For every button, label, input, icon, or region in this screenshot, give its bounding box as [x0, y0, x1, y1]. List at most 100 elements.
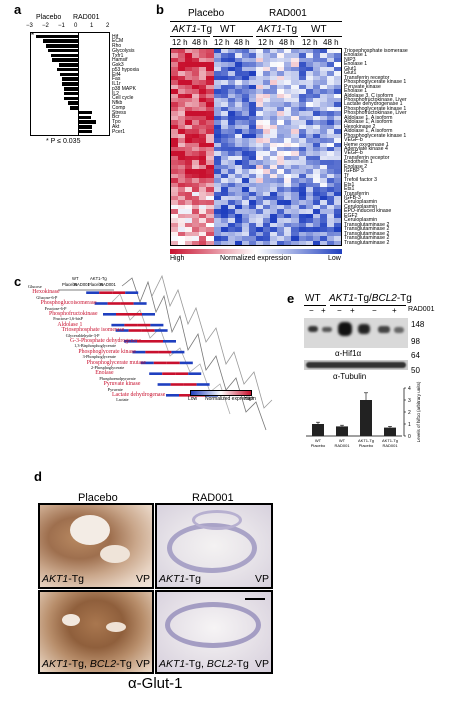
panel-c-strip-segment	[162, 372, 176, 375]
heatmap-cell	[248, 129, 257, 134]
heatmap-cell	[171, 240, 179, 245]
heatmap-cell	[185, 200, 193, 206]
heatmap-cell	[199, 231, 207, 237]
heatmap-cell	[178, 75, 186, 81]
heatmap-cell	[227, 147, 236, 152]
heatmap-cell	[213, 155, 221, 161]
heatmap-cell	[178, 187, 186, 192]
heatmap-cell	[284, 213, 292, 219]
heatmap-cell	[263, 187, 271, 192]
heatmap-cell	[277, 120, 285, 126]
heatmap-cell	[277, 169, 285, 175]
heatmap-cell	[298, 160, 306, 166]
heatmap-cell	[220, 187, 228, 192]
heatmap-cell	[241, 115, 250, 121]
heatmap-cell	[284, 115, 292, 121]
heatmap-cell	[178, 124, 186, 130]
heatmap-cell	[284, 133, 292, 139]
heatmap-cell	[199, 218, 207, 224]
panel-a-bar	[70, 106, 78, 110]
heatmap-cell	[305, 218, 313, 224]
panel-a-category-label: ECM	[112, 38, 124, 45]
heatmap-cell	[277, 231, 285, 237]
heatmap-cell	[227, 138, 236, 143]
panel-b-gene-label: Enolase 2	[344, 163, 368, 170]
panel-c-metabolite: Glucose	[28, 284, 42, 289]
heatmap-cell	[305, 213, 313, 219]
heatmap-cell	[305, 124, 313, 130]
heatmap-cell	[312, 138, 321, 143]
heatmap-cell	[298, 62, 306, 68]
heatmap-cell	[291, 182, 299, 188]
heatmap-cell	[270, 115, 278, 121]
heatmap-cell	[263, 178, 271, 183]
panel-b-gene-label: Enolase 1	[344, 52, 368, 59]
heatmap-cell	[213, 93, 221, 99]
heatmap-cell	[333, 80, 341, 85]
heatmap-cell	[270, 236, 278, 241]
heatmap-cell	[241, 106, 250, 112]
panel-c-strip-segment	[137, 323, 151, 327]
panel-b-group-line	[170, 21, 342, 22]
heatmap-cell	[234, 115, 243, 121]
heatmap-cell	[326, 169, 335, 175]
heatmap-cell	[277, 66, 285, 72]
heatmap-cell	[270, 66, 278, 72]
heatmap-cell	[241, 102, 250, 108]
panel-c-scale-bar	[190, 390, 252, 396]
panel-c-enzyme: Hexokinase	[32, 289, 60, 296]
heatmap-cell	[291, 106, 299, 112]
heatmap-cell	[220, 191, 228, 197]
heatmap-cell	[277, 111, 285, 117]
heatmap-cell	[213, 173, 221, 179]
panel-c-strip-segment	[124, 323, 138, 327]
heatmap-cell	[284, 187, 292, 192]
heatmap-cell	[171, 80, 179, 85]
heatmap-cell	[213, 89, 221, 94]
heatmap-cell	[305, 147, 313, 152]
panel-c-strip-segment	[137, 340, 150, 343]
heatmap-cell	[263, 98, 271, 103]
panel-c-strip-segment	[145, 350, 159, 354]
panel-e-bar	[312, 424, 324, 436]
heatmap-cell	[227, 173, 236, 179]
heatmap-cell	[248, 204, 257, 210]
heatmap-cell	[192, 124, 200, 130]
heatmap-cell	[234, 142, 243, 148]
heatmap-cell	[298, 129, 306, 134]
heatmap-cell	[248, 155, 257, 161]
heatmap-cell	[326, 75, 335, 81]
heatmap-cell	[263, 227, 271, 232]
heatmap-cell	[234, 120, 243, 126]
heatmap-cell	[305, 84, 313, 90]
heatmap-cell	[171, 57, 179, 63]
heatmap-cell	[291, 231, 299, 237]
panel-b-gene-label: Aldolase 3, C isoform	[344, 92, 394, 99]
heatmap-cell	[256, 71, 264, 77]
heatmap-cell	[234, 75, 243, 81]
heatmap-cell	[312, 182, 321, 188]
heatmap-cell	[319, 129, 328, 134]
heatmap-cell	[298, 71, 306, 77]
heatmap-cell	[185, 155, 193, 161]
heatmap-cell	[319, 115, 328, 121]
heatmap-cell	[333, 173, 341, 179]
heatmap-cell	[333, 89, 341, 94]
heatmap-cell	[227, 66, 236, 72]
heatmap-cell	[284, 124, 292, 130]
heatmap-cell	[206, 209, 214, 215]
panel-a-plot	[30, 32, 110, 136]
panel-e-y-tick-label: 0	[408, 434, 411, 440]
heatmap-cell	[305, 191, 313, 197]
heatmap-cell	[284, 102, 292, 108]
heatmap-cell	[192, 218, 200, 224]
panel-c-strip-segment	[188, 372, 202, 375]
heatmap-cell	[171, 178, 179, 183]
heatmap-cell	[291, 115, 299, 121]
heatmap-cell	[312, 66, 321, 72]
heatmap-cell	[199, 169, 207, 175]
heatmap-cell	[213, 147, 221, 152]
heatmap-cell	[256, 182, 264, 188]
heatmap-cell	[248, 213, 257, 219]
blot-band-3	[338, 322, 352, 336]
